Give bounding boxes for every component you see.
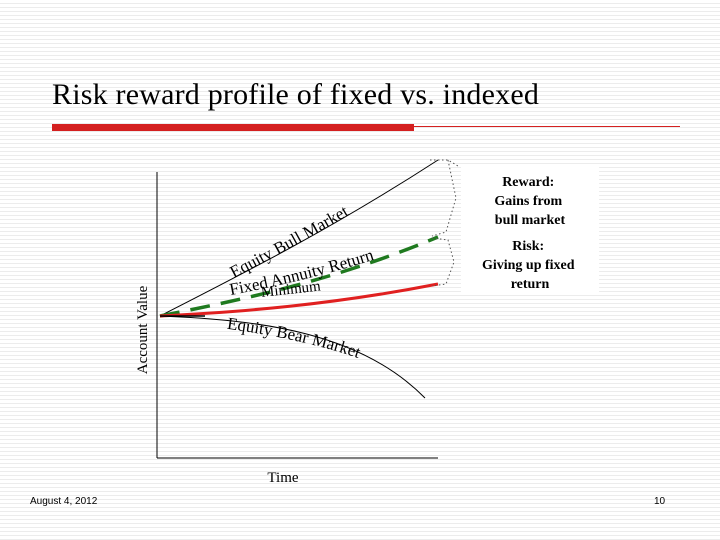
risk-line-3: return bbox=[511, 277, 550, 292]
svg-text:Risk: Giving up fixed: Risk: Giving up fixed return bbox=[482, 239, 578, 292]
minimum-curve bbox=[159, 282, 439, 318]
svg-text:Minimum: Minimum bbox=[260, 278, 322, 300]
title-underline bbox=[52, 124, 680, 131]
minimum-label: Minimum bbox=[260, 278, 322, 300]
page-number: 10 bbox=[654, 496, 666, 507]
reward-line-1: Reward: bbox=[502, 175, 554, 190]
risk-bracket bbox=[431, 237, 455, 287]
risk-line-1: Risk: bbox=[512, 239, 544, 254]
title-underline-thin bbox=[414, 126, 680, 127]
footer-date: August 4, 2012 bbox=[30, 496, 98, 507]
reward-bracket bbox=[430, 159, 459, 237]
bull-market-curve bbox=[159, 159, 439, 317]
reward-box bbox=[461, 165, 599, 232]
x-axis-label: Time bbox=[267, 470, 298, 486]
risk-box bbox=[461, 233, 599, 295]
bear-market-curve bbox=[159, 315, 426, 399]
risk-line-2: Giving up fixed bbox=[482, 258, 575, 273]
svg-text:Equity Bear Market: Equity Bear Market bbox=[226, 314, 363, 362]
slide-title: Risk reward profile of fixed vs. indexed bbox=[52, 78, 540, 111]
title-underline-thick bbox=[52, 124, 414, 131]
fixed-annuity-return-curve bbox=[159, 235, 439, 318]
y-axis-label: Account Value bbox=[135, 285, 151, 374]
svg-text:Reward: Gains from bul: Reward: Gains from bull market bbox=[494, 175, 565, 228]
reward-line-2: Gains from bbox=[494, 194, 562, 209]
reward-line-3: bull market bbox=[495, 213, 566, 228]
bear-market-label: Equity Bear Market bbox=[226, 314, 363, 362]
